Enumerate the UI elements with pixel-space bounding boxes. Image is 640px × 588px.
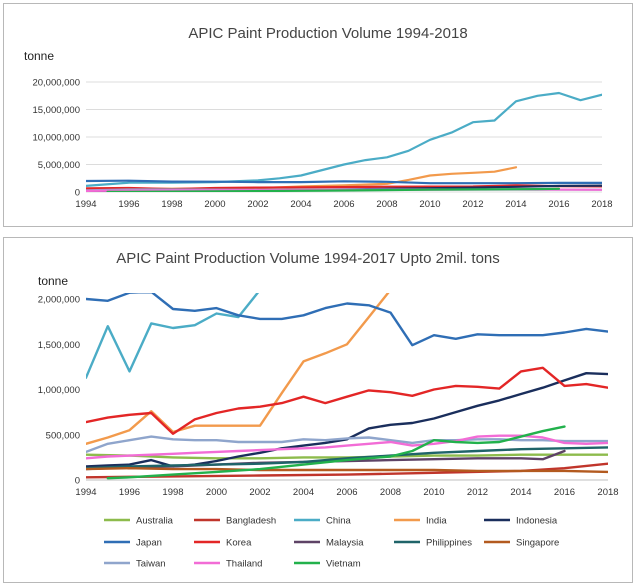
chart-2-series-japan bbox=[86, 293, 608, 347]
chart-2-series-philippines bbox=[86, 446, 608, 470]
chart-1-y-tick-label: 5,000,000 bbox=[38, 160, 80, 171]
chart-2-y-tick-label: 1,000,000 bbox=[38, 385, 80, 396]
chart-1-x-tick-label: 2000 bbox=[204, 199, 225, 210]
legend-label-malaysia: Malaysia bbox=[326, 538, 364, 549]
legend-label-bangladesh: Bangladesh bbox=[226, 516, 276, 527]
chart-2-series-china bbox=[86, 293, 260, 379]
legend-label-thailand: Thailand bbox=[226, 559, 262, 570]
chart-2-x-tick-label: 2002 bbox=[249, 487, 270, 498]
chart-2-series-vietnam bbox=[106, 425, 566, 480]
chart-1-x-tick-label: 2002 bbox=[247, 199, 268, 210]
chart-2-x-tick-label: 2010 bbox=[423, 487, 444, 498]
chart-2-y-unit: tonne bbox=[38, 274, 68, 288]
chart-1-x-tick-label: 2012 bbox=[462, 199, 483, 210]
chart-1-x-tick-label: 2006 bbox=[333, 199, 354, 210]
chart-1-y-tick-label: 10,000,000 bbox=[32, 133, 80, 144]
chart-2-series-bangladesh bbox=[86, 462, 608, 479]
chart-2-x-tick-label: 2012 bbox=[467, 487, 488, 498]
chart-2-series-taiwan bbox=[86, 435, 608, 454]
chart-1-series-vietnam bbox=[106, 187, 561, 192]
chart-2-x-tick-label: 2008 bbox=[380, 487, 401, 498]
chart-1-x-tick-label: 1998 bbox=[161, 199, 182, 210]
chart-1-y-tick-label: 0 bbox=[75, 188, 80, 199]
chart-2-svg: APIC Paint Production Volume 1994-2017 U… bbox=[38, 250, 619, 570]
chart-2-series-indonesia bbox=[86, 371, 608, 468]
legend-label-singapore: Singapore bbox=[516, 538, 559, 549]
chart-1-x-tick-label: 2014 bbox=[505, 199, 526, 210]
chart-1-x-tick-label: 2016 bbox=[548, 199, 569, 210]
chart-1-series-japan bbox=[86, 179, 602, 185]
chart-2-x-tick-label: 2000 bbox=[206, 487, 227, 498]
chart-1-x-tick-label: 2010 bbox=[419, 199, 440, 210]
legend-label-korea: Korea bbox=[226, 538, 252, 549]
chart-1-title: APIC Paint Production Volume 1994-2018 bbox=[188, 25, 467, 42]
chart-2-x-tick-label: 1998 bbox=[162, 487, 183, 498]
chart-2-y-tick-label: 1,500,000 bbox=[38, 340, 80, 351]
chart-2-series-korea bbox=[86, 366, 608, 436]
chart-2-title: APIC Paint Production Volume 1994-2017 U… bbox=[116, 250, 500, 267]
legend-label-taiwan: Taiwan bbox=[136, 559, 166, 570]
chart-2-x-tick-label: 1994 bbox=[75, 487, 96, 498]
chart-2-series-singapore bbox=[86, 466, 608, 474]
chart-2-x-tick-label: 2014 bbox=[510, 487, 531, 498]
chart-2-y-tick-label: 2,000,000 bbox=[38, 295, 80, 306]
chart-1-y-unit: tonne bbox=[24, 49, 54, 63]
chart-1-x-tick-label: 1994 bbox=[75, 199, 96, 210]
chart-2-x-tick-label: 1996 bbox=[119, 487, 140, 498]
chart-1-x-tick-label: 1996 bbox=[118, 199, 139, 210]
legend-label-india: India bbox=[426, 516, 447, 527]
chart-2-x-tick-label: 2006 bbox=[336, 487, 357, 498]
chart-1-svg: APIC Paint Production Volume 1994-2018 t… bbox=[24, 25, 613, 210]
chart-1-y-tick-label: 15,000,000 bbox=[32, 105, 80, 116]
legend-label-vietnam: Vietnam bbox=[326, 559, 361, 570]
legend-label-japan: Japan bbox=[136, 538, 162, 549]
chart-1-x-tick-label: 2004 bbox=[290, 199, 311, 210]
chart-2-y-tick-label: 0 bbox=[75, 476, 80, 487]
chart-1-series-china bbox=[86, 91, 602, 187]
legend-label-indonesia: Indonesia bbox=[516, 516, 558, 527]
chart-2-y-tick-label: 500,000 bbox=[46, 430, 80, 441]
chart-panel-2: APIC Paint Production Volume 1994-2017 U… bbox=[3, 237, 633, 583]
chart-2-x-tick-label: 2004 bbox=[293, 487, 314, 498]
chart-1-x-tick-label: 2008 bbox=[376, 199, 397, 210]
chart-2-x-tick-label: 2016 bbox=[554, 487, 575, 498]
chart-1-x-tick-label: 2018 bbox=[591, 199, 612, 210]
legend-label-philippines: Philippines bbox=[426, 538, 472, 549]
chart-1-y-tick-label: 20,000,000 bbox=[32, 78, 80, 89]
legend-label-australia: Australia bbox=[136, 516, 174, 527]
legend-label-china: China bbox=[326, 516, 352, 527]
chart-2-series-india bbox=[86, 293, 390, 446]
chart-panel-1: APIC Paint Production Volume 1994-2018 t… bbox=[3, 3, 633, 227]
chart-2-x-tick-label: 2018 bbox=[597, 487, 618, 498]
